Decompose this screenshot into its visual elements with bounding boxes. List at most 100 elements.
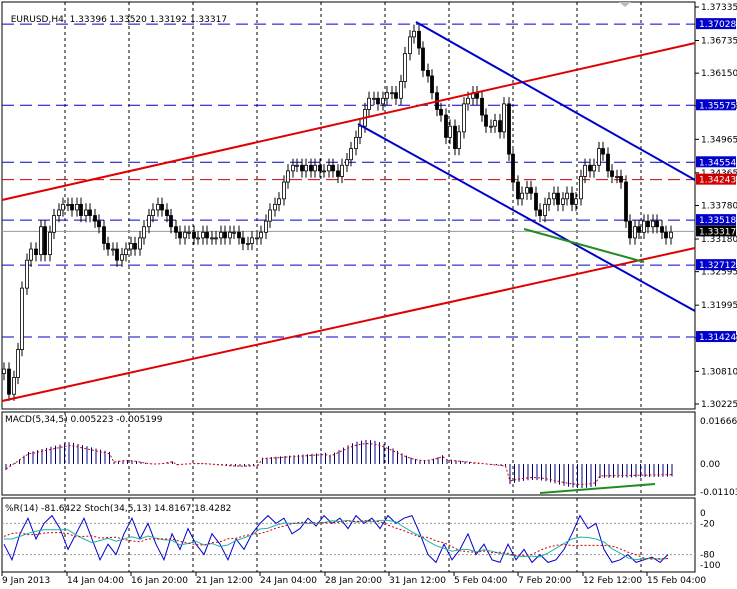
candle-body — [210, 237, 214, 240]
candle-body — [75, 203, 79, 211]
divergence-line-price[interactable] — [523, 228, 645, 263]
candle-body — [376, 97, 380, 105]
level-label: 1.33317 — [699, 227, 736, 237]
candle-body — [313, 164, 317, 172]
candle-body — [669, 231, 673, 239]
time-axis: 9 Jan 2013 14 Jan 04:00 16 Jan 20:00 21 Jan… — [1, 572, 706, 586]
level-label: 1.31424 — [699, 333, 736, 343]
candle-body — [574, 198, 578, 205]
candle-body — [318, 164, 322, 172]
candle-body — [169, 215, 173, 228]
candle-body — [268, 209, 272, 222]
candle-body — [354, 136, 358, 149]
candle-body — [543, 203, 547, 216]
candle-body — [7, 368, 11, 395]
candle-body — [196, 237, 200, 240]
candle-body — [237, 231, 241, 239]
scroll-marker-icon[interactable] — [619, 2, 631, 7]
price-panel[interactable] — [1, 1, 696, 410]
time-tick-label: 28 Jan 20:00 — [325, 576, 382, 586]
candle-body — [390, 92, 394, 95]
level-label-box — [696, 156, 736, 168]
candle-body — [430, 75, 434, 94]
candle-body — [142, 226, 146, 239]
candle-body — [187, 231, 191, 234]
price-tick-label: 1.36735 — [701, 37, 737, 47]
candle-body — [228, 231, 232, 239]
candle-body — [457, 131, 461, 149]
candle-body — [102, 226, 106, 244]
price-tick-label: 1.37335 — [701, 3, 737, 13]
candle-body — [633, 226, 637, 239]
candle-body — [426, 69, 430, 77]
candle-body — [151, 209, 155, 216]
candle-body — [345, 159, 349, 166]
candle-body — [516, 181, 520, 200]
candle-body — [201, 231, 205, 239]
time-tick-label: 21 Jan 12:00 — [196, 576, 253, 586]
candle-body — [20, 287, 24, 350]
candle-body — [538, 209, 542, 216]
level-label: 1.34554 — [699, 158, 736, 168]
candle-body — [619, 176, 623, 183]
candle-body — [232, 231, 236, 234]
candle-body — [637, 226, 641, 233]
candle-body — [133, 243, 137, 250]
macd-tick-label: 0.016662 — [700, 417, 737, 427]
candle-body — [417, 30, 421, 49]
candle-body — [367, 97, 371, 110]
candle-body — [250, 237, 254, 244]
stoch-tick-label: -20 — [700, 519, 715, 529]
upper-trend-line[interactable] — [1, 42, 696, 201]
candle-body — [295, 164, 299, 167]
candle-body — [489, 125, 493, 128]
candle-body — [529, 187, 533, 194]
candle-body — [12, 377, 16, 395]
time-tick-label: 5 Feb 04:00 — [454, 576, 508, 586]
candle-body — [174, 226, 178, 233]
lower-trend-line[interactable] — [1, 247, 696, 402]
channel-bottom-line[interactable] — [357, 123, 696, 312]
candle-body — [61, 203, 65, 211]
candle-body — [520, 192, 524, 200]
price-levels — [2, 23, 695, 338]
time-tick-label: 12 Feb 12:00 — [583, 576, 642, 586]
candle-body — [664, 231, 668, 239]
price-axis: 1.373351.367351.361501.355651.349651.343… — [695, 3, 737, 410]
candle-body — [57, 209, 61, 216]
level-label: 1.34243 — [699, 176, 736, 186]
candle-body — [448, 125, 452, 138]
stoch-panel[interactable] — [1, 497, 696, 573]
candle-body — [331, 164, 335, 172]
candle-body — [381, 97, 385, 105]
price-tick-label: 1.30810 — [701, 367, 737, 377]
ohlc-values: 1.33396 1.33520 1.33192 1.33317 — [69, 15, 228, 25]
candle-body — [183, 231, 187, 239]
price-tick-label: 1.33180 — [701, 235, 737, 245]
candle-body — [592, 164, 596, 172]
candle-body — [336, 170, 340, 177]
channel-top-line[interactable] — [415, 21, 696, 181]
time-tick-label: 24 Jan 04:00 — [260, 576, 317, 586]
candle-body — [583, 164, 587, 177]
candle-body — [651, 220, 655, 228]
candle-body — [48, 231, 52, 256]
candle-body — [624, 181, 628, 222]
price-tick-label: 1.36150 — [701, 69, 737, 79]
candle-body — [165, 209, 169, 216]
stoch-lines — [2, 514, 695, 564]
stoch-tick-label: -80 — [700, 551, 715, 561]
candle-body — [88, 209, 92, 216]
candle-body — [511, 153, 515, 183]
candle-body — [565, 192, 569, 200]
candle-body — [264, 220, 268, 233]
candle-body — [552, 192, 556, 200]
candle-body — [214, 237, 218, 240]
candle-body — [403, 53, 407, 82]
candle-body — [223, 231, 227, 239]
stoch-label: %R(14) -81.6422 Stoch(34,5,13) 14.8167 1… — [5, 504, 232, 514]
level-label-box — [696, 214, 736, 226]
divergence-line-macd[interactable] — [539, 483, 656, 494]
candle-body — [534, 192, 538, 211]
